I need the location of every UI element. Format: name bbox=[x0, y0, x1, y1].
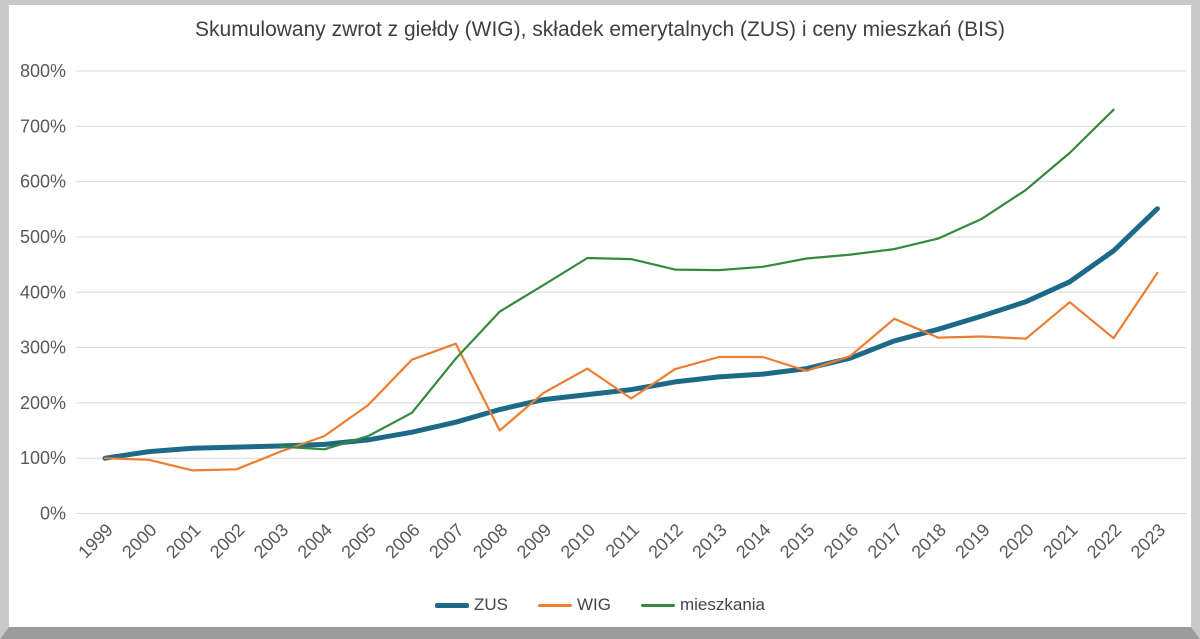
x-tick-label: 2006 bbox=[381, 520, 423, 562]
x-tick-label: 2002 bbox=[206, 520, 248, 562]
chart-title: Skumulowany zwrot z giełdy (WIG), składe… bbox=[195, 18, 1005, 41]
x-tick-label: 2012 bbox=[644, 520, 686, 562]
legend-label: WIG bbox=[576, 595, 611, 614]
series-line-mieszkania bbox=[279, 108, 1115, 451]
x-tick-label: 2003 bbox=[250, 520, 292, 562]
y-tick-label: 200% bbox=[20, 393, 66, 413]
x-tick-label: 2008 bbox=[469, 520, 511, 562]
plot-area: 0%100%200%300%400%500%600%700%800%1999 20… bbox=[20, 61, 1186, 562]
x-tick-label: 2007 bbox=[425, 520, 467, 562]
y-tick-label: 100% bbox=[20, 448, 66, 468]
y-tick-label: 600% bbox=[20, 172, 66, 192]
y-tick-label: 300% bbox=[20, 338, 66, 358]
x-tick-label: 2009 bbox=[513, 520, 555, 562]
x-tick-label: 2023 bbox=[1127, 520, 1169, 562]
x-tick-label: 2001 bbox=[162, 520, 204, 562]
x-tick-label: 2016 bbox=[820, 520, 862, 562]
y-tick-label: 500% bbox=[20, 227, 66, 247]
legend-item-zus: ZUS bbox=[434, 595, 508, 615]
legend-swatch-wig bbox=[537, 603, 572, 607]
legend-swatch-mieszkania bbox=[640, 603, 675, 607]
x-tick-label: 2022 bbox=[1083, 520, 1125, 562]
x-tick-label: 2010 bbox=[557, 520, 599, 562]
x-tick-label: 2004 bbox=[294, 520, 336, 562]
x-tick-label: 2019 bbox=[951, 520, 993, 562]
y-tick-label: 400% bbox=[20, 282, 66, 302]
legend-item-mieszkania: mieszkania bbox=[640, 595, 766, 615]
x-tick-label: 2005 bbox=[337, 520, 379, 562]
x-tick-label: 2000 bbox=[118, 520, 160, 562]
legend-label: mieszkania bbox=[679, 595, 766, 614]
x-tick-label: 2021 bbox=[1039, 520, 1081, 562]
x-tick-label: 2013 bbox=[688, 520, 730, 562]
legend: ZUS WIG mieszkania bbox=[9, 595, 1191, 615]
legend-swatch-zus bbox=[434, 602, 469, 608]
series-line-zus bbox=[102, 206, 1160, 461]
x-tick-label: 2018 bbox=[908, 520, 950, 562]
x-tick-label: 1999 bbox=[74, 520, 116, 562]
x-tick-label: 2020 bbox=[995, 520, 1037, 562]
y-tick-label: 800% bbox=[20, 61, 66, 81]
y-tick-label: 0% bbox=[40, 504, 66, 524]
x-tick-label: 2015 bbox=[776, 520, 818, 562]
x-tick-label: 2011 bbox=[602, 520, 644, 562]
legend-item-wig: WIG bbox=[537, 595, 611, 615]
y-tick-label: 700% bbox=[20, 116, 66, 136]
x-tick-label: 2017 bbox=[864, 520, 906, 562]
series-line-wig bbox=[103, 271, 1159, 472]
x-tick-label: 2014 bbox=[732, 520, 774, 562]
legend-label: ZUS bbox=[473, 595, 508, 614]
